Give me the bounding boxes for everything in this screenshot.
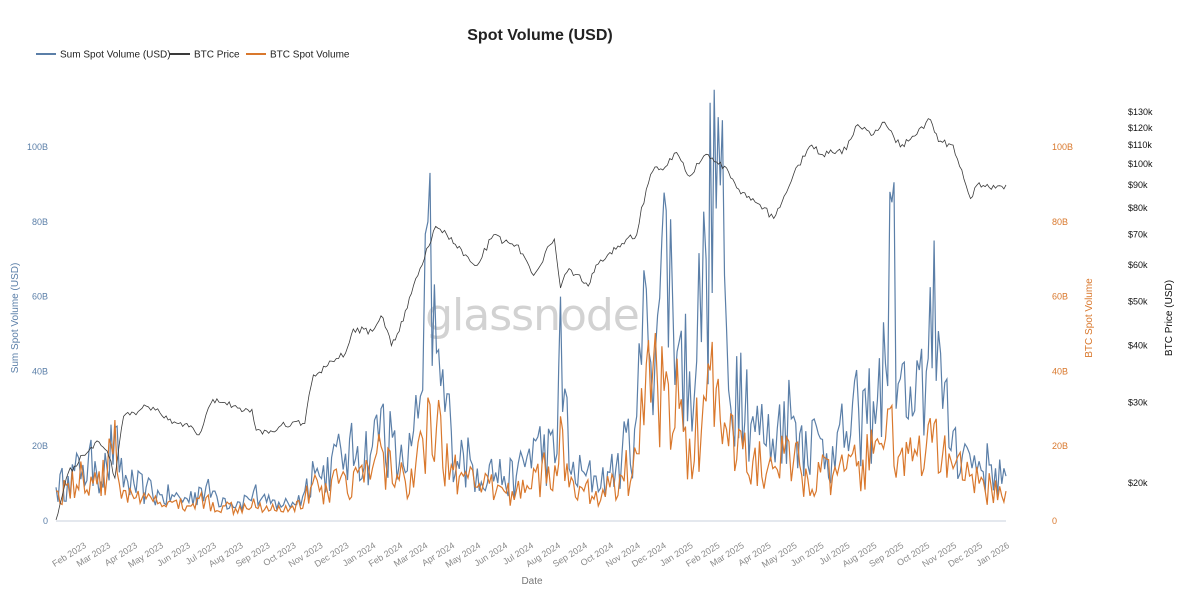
legend-item[interactable]: Sum Spot Volume (USD) [36,50,171,61]
right-axis-tick: 40B [1052,366,1068,376]
price-axis-tick: $40k [1128,341,1148,351]
price-axis-tick: $50k [1128,296,1148,306]
price-axis-title: BTC Price (USD) [1164,280,1175,356]
series-btc-price-line [55,118,1007,521]
right-axis-title: BTC Spot Volume [1084,278,1095,358]
right-axis-tick: 80B [1052,217,1068,227]
price-axis-tick: $90k [1128,180,1148,190]
left-axis-tick: 60B [32,292,48,302]
right-axis-tick: 100B [1052,142,1073,152]
price-axis-tick: $100k [1128,159,1153,169]
price-axis-tick: $80k [1128,203,1148,213]
chart-title: Spot Volume (USD) [467,27,612,44]
legend-item[interactable]: BTC Price [170,50,240,61]
left-axis-title: Sum Spot Volume (USD) [10,263,21,374]
watermark-logo: glassnode [425,290,639,341]
left-axis-tick: 20B [32,441,48,451]
legend-label: Sum Spot Volume (USD) [60,50,171,61]
price-axis-tick: $20k [1128,478,1148,488]
series-layer [55,89,1007,521]
series-sum-spot-volume-line [55,89,1007,512]
price-axis-tick: $110k [1128,140,1152,150]
x-axis-title: Date [521,576,543,587]
left-axis-tick: 80B [32,217,48,227]
left-axis-tick: 40B [32,366,48,376]
price-axis-tick: $130k [1128,107,1153,117]
right-axis-tick: 20B [1052,441,1068,451]
right-axis-tick: 60B [1052,292,1068,302]
price-axis-tick: $70k [1128,230,1148,240]
legend-label: BTC Price [194,50,240,61]
legend-label: BTC Spot Volume [270,50,350,61]
price-axis-tick: $60k [1128,260,1148,270]
price-axis-tick: $30k [1128,398,1148,408]
price-axis-tick: $120k [1128,123,1153,133]
left-axis-tick: 100B [27,142,48,152]
left-axis-tick: 0 [43,516,48,526]
series-btc-spot-volume-line [55,332,1007,517]
legend-item[interactable]: BTC Spot Volume [246,50,350,61]
right-axis-tick: 0 [1052,516,1057,526]
legend[interactable]: Sum Spot Volume (USD) BTC Price BTC Spot V… [36,50,350,61]
